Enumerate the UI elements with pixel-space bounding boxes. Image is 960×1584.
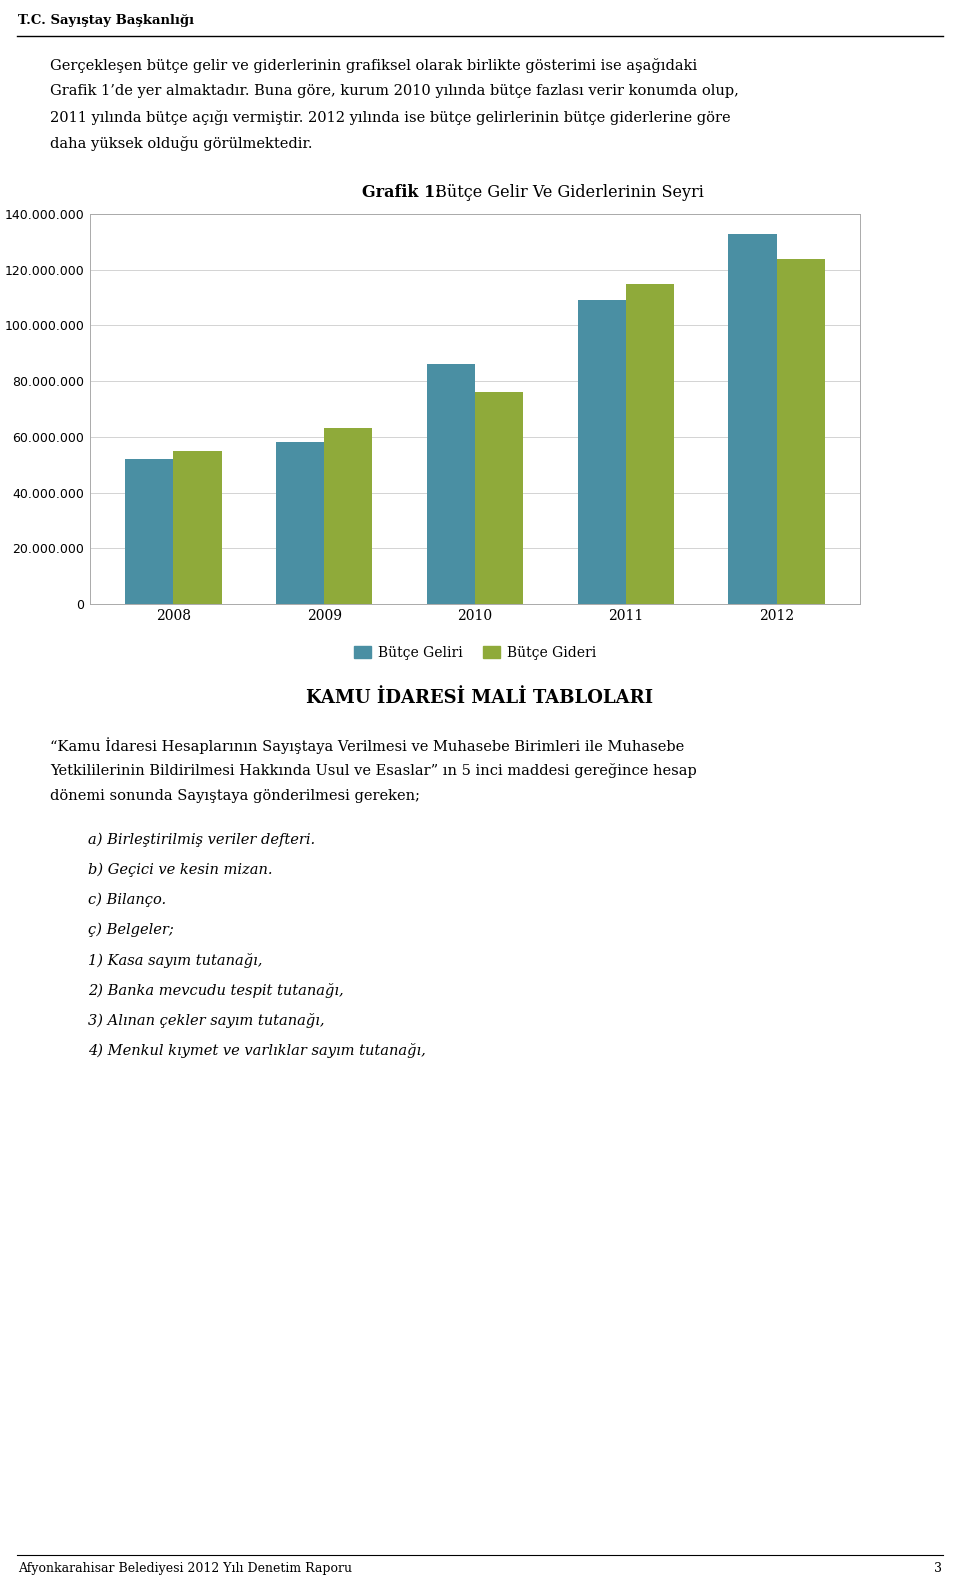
Bar <box>324 429 372 604</box>
Text: Bütçe Gelir Ve Giderlerinin Seyri: Bütçe Gelir Ve Giderlerinin Seyri <box>430 184 704 201</box>
Text: 4) Menkul kıymet ve varlıklar sayım tutanağı,: 4) Menkul kıymet ve varlıklar sayım tuta… <box>88 1042 425 1058</box>
Text: KAMU İDARESİ MALİ TABLOLARI: KAMU İDARESİ MALİ TABLOLARI <box>306 689 654 706</box>
Text: 2) Banka mevcudu tespit tutanağı,: 2) Banka mevcudu tespit tutanağı, <box>88 984 344 998</box>
Text: ç) Belgeler;: ç) Belgeler; <box>88 923 174 938</box>
Bar <box>276 442 324 604</box>
Text: Gerçekleşen bütçe gelir ve giderlerinin grafiksel olarak birlikte gösterimi ise : Gerçekleşen bütçe gelir ve giderlerinin … <box>50 59 697 73</box>
Bar <box>475 393 523 604</box>
Text: “Kamu İdaresi Hesaplarının Sayıştaya Verilmesi ve Muhasebe Birimleri ile Muhaseb: “Kamu İdaresi Hesaplarının Sayıştaya Ver… <box>50 737 684 754</box>
Text: 1) Kasa sayım tutanağı,: 1) Kasa sayım tutanağı, <box>88 954 262 968</box>
Bar <box>173 451 222 604</box>
Text: daha yüksek olduğu görülmektedir.: daha yüksek olduğu görülmektedir. <box>50 136 313 150</box>
Text: 3: 3 <box>934 1562 942 1574</box>
Text: dönemi sonunda Sayıştaya gönderilmesi gereken;: dönemi sonunda Sayıştaya gönderilmesi ge… <box>50 789 420 803</box>
Bar <box>729 233 777 604</box>
Text: Grafik 1’de yer almaktadır. Buna göre, kurum 2010 yılında bütçe fazlası verir ko: Grafik 1’de yer almaktadır. Buna göre, k… <box>50 84 739 98</box>
Text: 2011 yılında bütçe açığı vermiştir. 2012 yılında ise bütçe gelirlerinin bütçe gi: 2011 yılında bütçe açığı vermiştir. 2012… <box>50 109 731 125</box>
Text: c) Bilanço.: c) Bilanço. <box>88 893 166 908</box>
Text: Yetkililerinin Bildirilmesi Hakkında Usul ve Esaslar” ın 5 inci maddesi gereğinc: Yetkililerinin Bildirilmesi Hakkında Usu… <box>50 763 697 778</box>
Text: 3) Alınan çekler sayım tutanağı,: 3) Alınan çekler sayım tutanağı, <box>88 1014 324 1028</box>
Text: T.C. Sayıştay Başkanlığı: T.C. Sayıştay Başkanlığı <box>18 14 194 27</box>
Bar <box>125 459 173 604</box>
Text: Grafik 1:: Grafik 1: <box>362 184 442 201</box>
Legend: Bütçe Geliri, Bütçe Gideri: Bütçe Geliri, Bütçe Gideri <box>348 640 602 665</box>
Text: a) Birleştirilmiş veriler defteri.: a) Birleştirilmiş veriler defteri. <box>88 833 315 847</box>
Bar <box>777 258 825 604</box>
Text: Afyonkarahisar Belediyesi 2012 Yılı Denetim Raporu: Afyonkarahisar Belediyesi 2012 Yılı Dene… <box>18 1562 352 1574</box>
Bar <box>626 284 674 604</box>
Text: b) Geçici ve kesin mizan.: b) Geçici ve kesin mizan. <box>88 863 273 878</box>
Bar <box>578 301 626 604</box>
Bar <box>427 364 475 604</box>
